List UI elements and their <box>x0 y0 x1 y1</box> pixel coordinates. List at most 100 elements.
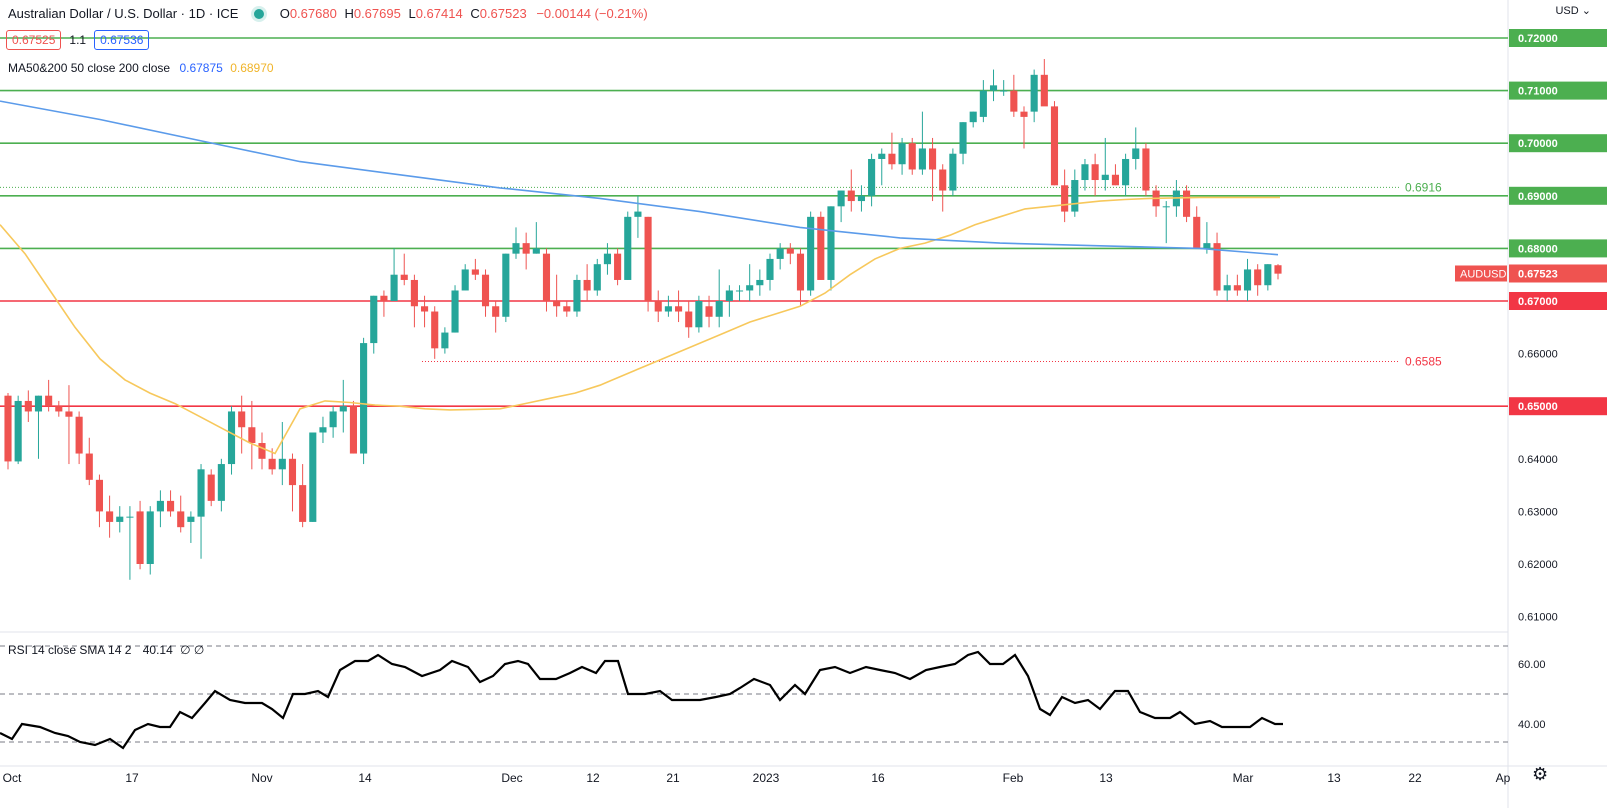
candle <box>675 290 683 323</box>
candle <box>1193 206 1201 249</box>
time-tick-label: 2023 <box>753 771 780 785</box>
candle-body <box>624 216 632 280</box>
candle-body <box>695 301 703 328</box>
candle <box>685 301 693 338</box>
candle <box>1081 158 1089 191</box>
rsi-legend[interactable]: RSI 14 close SMA 14 2 40.14 ∅ ∅ <box>8 643 204 657</box>
candle <box>512 227 520 259</box>
candle <box>441 327 449 354</box>
high-label: H <box>344 6 354 21</box>
candle-body <box>258 443 266 459</box>
candle <box>238 395 246 454</box>
candle <box>1101 137 1109 191</box>
candle <box>898 137 906 175</box>
candle <box>1071 169 1079 217</box>
candle <box>532 222 540 254</box>
candle <box>735 285 744 301</box>
candle <box>1183 185 1191 223</box>
candle <box>116 506 124 533</box>
candle-body <box>827 206 835 280</box>
candle <box>1213 232 1221 296</box>
candle-body <box>329 411 337 428</box>
candle-body <box>146 511 154 564</box>
candle-body <box>1111 174 1119 186</box>
candle-body <box>1132 148 1140 159</box>
candle-body <box>177 511 185 528</box>
time-tick-label: Feb <box>1003 771 1024 785</box>
ma200-line <box>0 100 1279 256</box>
market-status-icon <box>254 9 265 19</box>
time-tick-label: 22 <box>1408 771 1422 785</box>
candle-body <box>1081 164 1089 181</box>
ma-legend[interactable]: MA50&200 50 close 200 close 0.67875 0.68… <box>8 61 274 75</box>
currency-selector[interactable]: USD ⌄ <box>1555 4 1591 17</box>
last-price-label: 0.67523 <box>1518 268 1558 280</box>
symbol-title[interactable]: Australian Dollar / U.S. Dollar · 1D · I… <box>8 6 239 21</box>
rsi-tick-label: 40.00 <box>1518 719 1546 731</box>
candle-body <box>471 269 479 275</box>
level-axis-badge <box>1509 292 1607 310</box>
candle-body <box>34 395 43 412</box>
candle-body <box>1000 90 1008 92</box>
price-tick-label: 0.62000 <box>1518 559 1558 571</box>
candle-body <box>1040 74 1048 107</box>
candle <box>969 111 977 128</box>
candle <box>1142 143 1150 196</box>
candle-body <box>837 190 845 207</box>
candle <box>400 253 408 286</box>
spread-value: 1.1 <box>69 33 87 47</box>
candle <box>410 274 418 328</box>
candle-body <box>85 453 93 480</box>
open-value: 0.67680 <box>289 6 337 21</box>
candle <box>380 290 388 317</box>
candle <box>329 406 337 438</box>
time-tick-label: 16 <box>871 771 885 785</box>
candle-body <box>756 279 764 286</box>
sell-price-button[interactable]: 0.67525 <box>6 30 62 50</box>
candle-body <box>1193 216 1201 249</box>
buy-price-button[interactable]: 0.67536 <box>94 30 150 50</box>
candle <box>1132 127 1140 170</box>
candle <box>492 301 500 333</box>
candle <box>177 495 185 533</box>
candle-body <box>959 122 967 154</box>
price-tick-label: 0.61000 <box>1518 612 1558 624</box>
candle-body <box>370 295 378 344</box>
candle-body <box>512 243 520 254</box>
candle-body <box>278 458 286 470</box>
level-axis-label: 0.71000 <box>1518 86 1558 98</box>
price-tick-label: 0.66000 <box>1518 349 1558 361</box>
close-value: 0.67523 <box>479 6 527 21</box>
candle <box>1061 169 1069 223</box>
candle <box>1233 274 1241 296</box>
candle <box>847 169 855 212</box>
level-axis-label: 0.65000 <box>1518 401 1558 413</box>
candle-body <box>197 469 205 517</box>
candle <box>664 295 672 317</box>
candle-body <box>14 400 22 462</box>
candle-body <box>979 90 987 117</box>
low-value: 0.67414 <box>415 6 463 21</box>
candle <box>776 243 784 270</box>
candle-body <box>644 216 652 301</box>
level-axis-badge <box>1509 134 1607 153</box>
candle-body <box>1243 269 1252 291</box>
candle <box>1122 153 1130 196</box>
candle-body <box>634 211 642 217</box>
candle-body <box>1020 111 1028 117</box>
candle <box>624 211 632 280</box>
candle-body <box>735 290 744 292</box>
candle-body <box>380 295 388 301</box>
gear-icon[interactable]: ⚙ <box>1532 764 1549 784</box>
rsi-legend-extra: ∅ ∅ <box>180 643 205 657</box>
candle <box>522 232 530 270</box>
candle <box>929 137 937 202</box>
candle-body <box>1264 264 1272 286</box>
candle <box>248 400 256 470</box>
candle <box>786 243 794 265</box>
rsi-tick-label: 60.00 <box>1518 659 1546 671</box>
candle-body <box>410 279 418 307</box>
rsi-legend-value: 40.14 <box>142 643 173 657</box>
rsi-legend-name: RSI 14 close SMA 14 2 <box>8 643 132 657</box>
